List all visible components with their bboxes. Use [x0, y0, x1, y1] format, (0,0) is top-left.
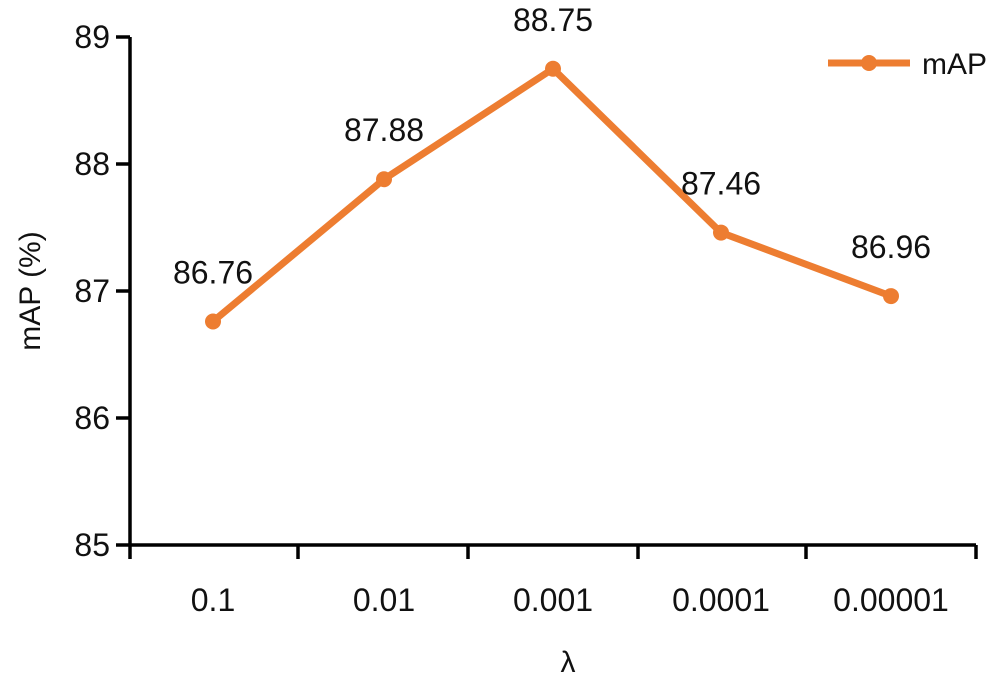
- y-axis: 85 86 87 88 89: [74, 19, 132, 563]
- data-label: 88.75: [513, 2, 593, 38]
- x-tick-label: 0.0001: [672, 582, 770, 618]
- y-tick-label: 85: [74, 527, 110, 563]
- series-line-mAP: [210, 65, 893, 325]
- y-axis-title: mAP (%): [14, 231, 47, 350]
- legend-point-marker: [861, 55, 877, 71]
- data-label: 87.46: [681, 166, 761, 202]
- data-point: [545, 60, 561, 77]
- y-tick-label: 86: [74, 400, 110, 436]
- data-label: 87.88: [344, 112, 424, 148]
- legend-label: mAP: [922, 48, 987, 81]
- data-point: [205, 313, 221, 330]
- data-point: [376, 171, 392, 188]
- y-tick-label: 88: [74, 146, 110, 182]
- x-tick-label: 0.00001: [833, 582, 949, 618]
- series-layer: [205, 60, 899, 330]
- x-tick-label: 0.001: [513, 582, 593, 618]
- x-tick-label: 0.01: [353, 582, 415, 618]
- data-label: 86.76: [173, 254, 253, 290]
- data-labels: 86.76 87.88 88.75 87.46 86.96: [173, 2, 931, 291]
- x-tick-label: 0.1: [191, 582, 235, 618]
- x-axis: 0.1 0.01 0.001 0.0001 0.00001: [128, 543, 978, 618]
- data-point: [883, 288, 899, 305]
- data-label: 86.96: [851, 229, 931, 265]
- y-tick-label: 89: [74, 19, 110, 55]
- x-axis-title: λ: [561, 646, 576, 679]
- y-tick-label: 87: [74, 273, 110, 309]
- data-point: [713, 224, 729, 241]
- legend: mAP: [828, 48, 987, 81]
